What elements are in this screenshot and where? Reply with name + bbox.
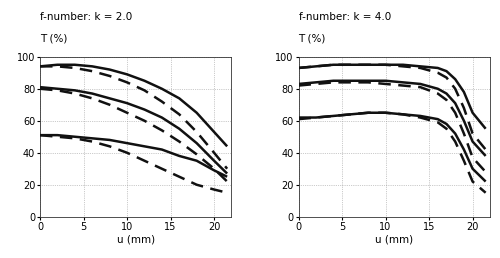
Text: f-number: k = 2.0: f-number: k = 2.0 bbox=[40, 12, 132, 22]
Text: T (%): T (%) bbox=[298, 34, 326, 44]
Text: f-number: k = 4.0: f-number: k = 4.0 bbox=[298, 12, 391, 22]
X-axis label: u (mm): u (mm) bbox=[116, 234, 155, 244]
X-axis label: u (mm): u (mm) bbox=[375, 234, 414, 244]
Text: T (%): T (%) bbox=[40, 34, 68, 44]
